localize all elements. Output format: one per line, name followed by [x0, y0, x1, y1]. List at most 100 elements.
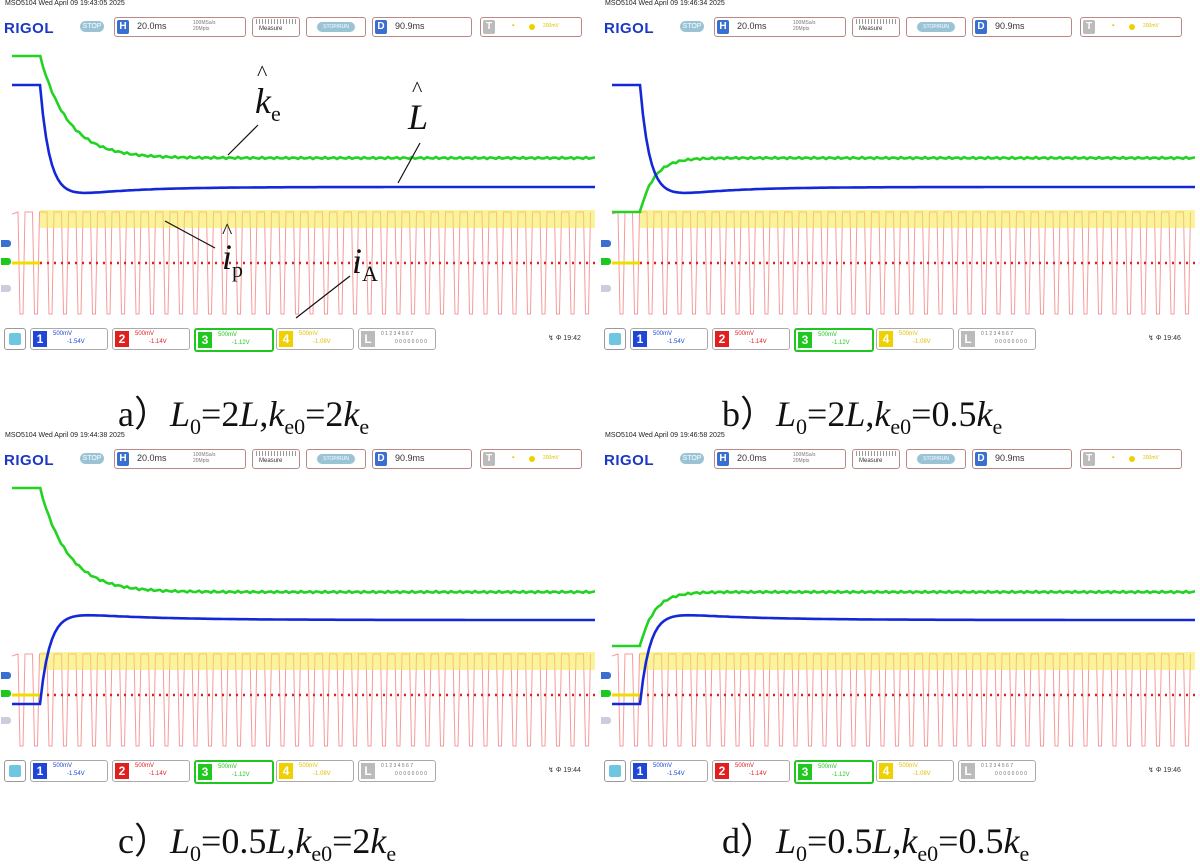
trigger-box[interactable]: T ✦ 200mV — [1080, 449, 1182, 469]
delay-box[interactable]: D 90.9ms — [372, 449, 472, 469]
channel-4-marker[interactable] — [601, 717, 611, 724]
ip-waveform-band — [640, 652, 1195, 670]
measure-button[interactable]: Measure — [852, 17, 900, 37]
rigol-logo: RIGOL — [604, 452, 654, 469]
stop-run-button[interactable]: STOP/RUN — [906, 17, 966, 37]
channel-1-num: 1 — [633, 763, 647, 779]
channel-2-box[interactable]: 2 500mV -1.14V — [112, 760, 190, 782]
channel-1-marker[interactable] — [601, 240, 611, 247]
horizontal-timebase[interactable]: H 20.0ms 100MSa/s 20Mpts — [714, 449, 846, 469]
trigger-dot-icon — [1129, 24, 1135, 30]
home-button[interactable] — [604, 328, 626, 350]
h-tag: H — [717, 20, 729, 34]
channel-2-num: 2 — [715, 331, 729, 347]
logic-channel-bits: 0 1 2 3 4 5 6 7 — [381, 331, 413, 337]
measure-button[interactable]: Measure — [252, 449, 300, 469]
h-value: 20.0ms — [137, 21, 167, 31]
horizontal-timebase[interactable]: H 20.0ms 100MSa/s 20Mpts — [714, 17, 846, 37]
h-sample-info: 100MSa/s 20Mpts — [193, 20, 216, 32]
scope-toolbar: RIGOL STOP H 20.0ms 100MSa/s 20Mpts Measu… — [600, 446, 1195, 470]
d-value: 90.9ms — [995, 453, 1025, 463]
ip-waveform-band — [40, 210, 595, 228]
trigger-source-icon: ✦ — [511, 23, 516, 29]
waveform-area[interactable] — [1, 474, 595, 754]
waveform-area[interactable] — [1, 42, 595, 322]
channel-3-box[interactable]: 3 500mV -1.12V — [194, 328, 274, 352]
scope-clock: ↯ Φ 19:42 — [548, 335, 581, 342]
waveform-area[interactable] — [601, 42, 1195, 322]
home-button[interactable] — [4, 328, 26, 350]
d-tag: D — [975, 20, 987, 34]
channel-4-marker[interactable] — [601, 285, 611, 292]
channel-3-offset: -1.12V — [832, 772, 850, 778]
channel-3-marker[interactable] — [601, 258, 611, 265]
channel-1-marker[interactable] — [601, 672, 611, 679]
d-tag: D — [975, 452, 987, 466]
channel-4-box[interactable]: 4 500mV -1.08V — [276, 328, 354, 350]
logic-channel-box[interactable]: L 0 1 2 3 4 5 6 7 0 0 0 0 0 0 0 0 — [958, 760, 1036, 782]
trigger-dot-icon — [529, 24, 535, 30]
channel-2-box[interactable]: 2 500mV -1.14V — [112, 328, 190, 350]
channel-4-offset: -1.08V — [313, 771, 331, 777]
channel-4-marker[interactable] — [1, 717, 11, 724]
channel-4-box[interactable]: 4 500mV -1.08V — [876, 328, 954, 350]
logic-channel-box[interactable]: L 0 1 2 3 4 5 6 7 0 0 0 0 0 0 0 0 — [358, 760, 436, 782]
measure-button[interactable]: Measure — [252, 17, 300, 37]
channel-3-marker[interactable] — [1, 690, 11, 697]
channel-1-box[interactable]: 1 500mV -1.54V — [30, 760, 108, 782]
stop-run-button[interactable]: STOP/RUN — [306, 449, 366, 469]
measure-label: Measure — [259, 26, 283, 32]
logic-channel-box[interactable]: L 0 1 2 3 4 5 6 7 0 0 0 0 0 0 0 0 — [358, 328, 436, 350]
channel-1-box[interactable]: 1 500mV -1.54V — [30, 328, 108, 350]
stop-run-button[interactable]: STOP/RUN — [306, 17, 366, 37]
channel-4-marker[interactable] — [1, 285, 11, 292]
horizontal-timebase[interactable]: H 20.0ms 100MSa/s 20Mpts — [114, 17, 246, 37]
channel-3-box[interactable]: 3 500mV -1.12V — [794, 328, 874, 352]
channel-1-box[interactable]: 1 500mV -1.54V — [630, 760, 708, 782]
channel-1-marker[interactable] — [1, 672, 11, 679]
channel-1-box[interactable]: 1 500mV -1.54V — [630, 328, 708, 350]
channel-3-marker[interactable] — [601, 690, 611, 697]
stop-run-button[interactable]: STOP/RUN — [906, 449, 966, 469]
annotation-iA: iA — [352, 241, 378, 286]
channel-4-scale: 500mV — [299, 331, 319, 337]
ke-trace — [12, 486, 595, 595]
channel-4-offset: -1.08V — [913, 339, 931, 345]
stop-indicator[interactable]: STOP — [80, 21, 104, 32]
ip-waveform-band — [640, 210, 1195, 228]
d-tag: D — [375, 452, 387, 466]
l-trace — [612, 613, 1195, 706]
stop-indicator[interactable]: STOP — [680, 453, 704, 464]
stop-indicator[interactable]: STOP — [80, 453, 104, 464]
channel-2-box[interactable]: 2 500mV -1.14V — [712, 760, 790, 782]
home-button[interactable] — [4, 760, 26, 782]
logic-channel-box[interactable]: L 0 1 2 3 4 5 6 7 0 0 0 0 0 0 0 0 — [958, 328, 1036, 350]
scope-toolbar: RIGOL STOP H 20.0ms 100MSa/s 20Mpts Measu… — [0, 446, 595, 470]
channel-3-scale: 500mV — [218, 332, 238, 338]
trigger-box[interactable]: T ✦ 200mV — [480, 449, 582, 469]
channel-4-box[interactable]: 4 500mV -1.08V — [276, 760, 354, 782]
channel-3-box[interactable]: 3 500mV -1.12V — [794, 760, 874, 784]
channel-3-box[interactable]: 3 500mV -1.12V — [194, 760, 274, 784]
delay-box[interactable]: D 90.9ms — [372, 17, 472, 37]
trigger-box[interactable]: T ✦ 200mV — [480, 17, 582, 37]
stop-run-label: STOP/RUN — [317, 454, 355, 464]
scope-panel-c: MSO5104 Wed April 09 19:44:38 2025 RIGOL… — [0, 432, 595, 784]
channel-3-offset: -1.12V — [232, 772, 250, 778]
measure-label: Measure — [859, 26, 883, 32]
channel-1-marker[interactable] — [1, 240, 11, 247]
channel-2-scale: 500mV — [135, 763, 155, 769]
horizontal-timebase[interactable]: H 20.0ms 100MSa/s 20Mpts — [114, 449, 246, 469]
channel-3-marker[interactable] — [1, 258, 11, 265]
channel-2-box[interactable]: 2 500mV -1.14V — [712, 328, 790, 350]
waveform-area[interactable] — [601, 474, 1195, 754]
channel-4-num: 4 — [879, 331, 893, 347]
home-button[interactable] — [604, 760, 626, 782]
channel-4-box[interactable]: 4 500mV -1.08V — [876, 760, 954, 782]
trigger-box[interactable]: T ✦ 200mV — [1080, 17, 1182, 37]
delay-box[interactable]: D 90.9ms — [972, 449, 1072, 469]
delay-box[interactable]: D 90.9ms — [972, 17, 1072, 37]
channel-1-num: 1 — [33, 763, 47, 779]
stop-indicator[interactable]: STOP — [680, 21, 704, 32]
measure-button[interactable]: Measure — [852, 449, 900, 469]
